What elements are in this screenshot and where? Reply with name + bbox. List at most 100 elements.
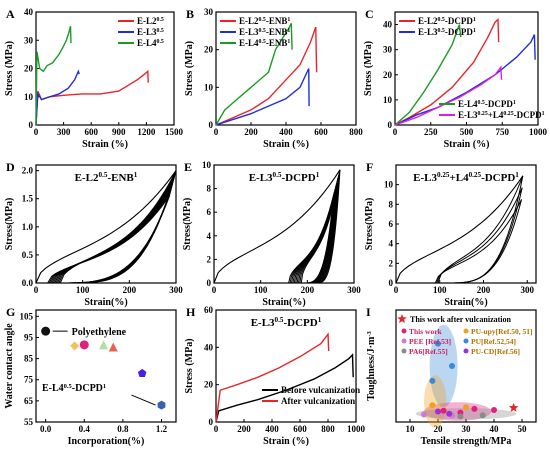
superscript: 0.5 xyxy=(64,383,73,390)
text-run: -DCPD xyxy=(281,172,315,184)
annotation-l4: E-L40.5-DCPD1 xyxy=(42,383,106,395)
series-line xyxy=(215,26,318,126)
series-line xyxy=(394,24,462,126)
legend-label: E-L40.5 xyxy=(137,38,164,48)
y-tick-label: 10 xyxy=(24,92,34,102)
y-tick-label: 20 xyxy=(383,70,393,80)
x-tick-label: 40 xyxy=(490,424,500,434)
superscript: 1 xyxy=(287,28,290,34)
superscript: 0.5 xyxy=(259,39,266,45)
x-tick-label: 0 xyxy=(394,285,399,295)
panel-b: B 0 200 400 600 800 0 10 20 30 Strain (%) Stress (M… xyxy=(184,7,363,150)
x-tick-label: 1000 xyxy=(529,127,548,137)
x-axis-label: Strain(%) xyxy=(84,297,127,308)
x-tick-label: 1500 xyxy=(165,127,184,137)
text-run: -DCPD xyxy=(72,383,103,394)
y-tick-label: 75 xyxy=(24,375,34,385)
text-run: E-L2 xyxy=(418,16,438,26)
superscript: 0.5 xyxy=(157,39,164,45)
x-tick-label: 10 xyxy=(406,424,416,434)
x-tick-label: 0 xyxy=(214,127,219,137)
legend-dot xyxy=(401,348,407,354)
superscript: 1 xyxy=(287,17,290,23)
text-run: E-L2 xyxy=(239,16,259,26)
panel-letter: C xyxy=(365,7,374,21)
x-tick-label: 0.4 xyxy=(79,424,91,434)
x-tick-label: 900 xyxy=(112,127,126,137)
y-tick-label: 0 xyxy=(29,120,34,130)
text-run: E-L3 xyxy=(137,27,157,37)
x-tick-label: 0.0 xyxy=(40,424,52,434)
scatter-point xyxy=(41,326,51,336)
panel-a: A 0 300 600 900 1200 1500 0 10 20 30 40 Strain (%) St… xyxy=(4,7,184,150)
panel-f: F 0 100 200 300 0 2 4 6 8 10 Strain(%) Stress(MPa) E-… xyxy=(364,160,537,308)
superscript: 0.5 xyxy=(478,100,485,106)
x-tick-label: 400 xyxy=(265,424,279,434)
y-axis-label: Water contact angle xyxy=(4,323,15,409)
text-run: -DCPD xyxy=(514,110,542,120)
x-axis-label: Incorporation(%) xyxy=(68,436,145,447)
y-tick-label: 0.0 xyxy=(22,278,34,288)
scatter-point xyxy=(421,411,427,418)
text-run: E-L4 xyxy=(137,38,157,48)
series-line xyxy=(35,25,72,126)
scatter-point xyxy=(108,342,118,352)
x-tick-label: 50 xyxy=(518,424,528,434)
series-line xyxy=(394,18,500,126)
y-tick-label: 30 xyxy=(204,7,214,17)
scatter-point xyxy=(471,405,478,412)
scatter-point xyxy=(70,341,80,351)
y-tick-label: 8 xyxy=(389,199,394,209)
y-tick-label: 40 xyxy=(24,7,34,17)
superscript: 1 xyxy=(473,17,476,23)
legend-dot xyxy=(463,348,469,354)
x-tick-label: 20 xyxy=(434,424,444,434)
panel-letter: A xyxy=(6,7,15,21)
scatter-point xyxy=(449,363,455,369)
y-tick-label: 30 xyxy=(24,35,34,45)
scatter-point xyxy=(99,340,109,350)
panel-letter: E xyxy=(184,160,192,174)
x-tick-label: 300 xyxy=(169,285,183,295)
scatter-point xyxy=(429,402,436,409)
series-line xyxy=(215,332,330,423)
text-run: E-L2 xyxy=(137,16,157,26)
first-loading-curve xyxy=(35,170,177,284)
panel-letter: D xyxy=(6,160,15,174)
legend-label: E-L30.5-ENB1 xyxy=(239,27,290,37)
panel-e: E 0 100 200 300 0 2 4 6 8 10 Strain(%) Stress(MPa) E-… xyxy=(182,160,361,308)
panel-title: E-L30.5-DCPD1 xyxy=(249,171,320,184)
legend-label: E-L20.5 xyxy=(137,16,164,26)
cycle-loop xyxy=(59,170,177,284)
y-tick-label: 10 xyxy=(384,180,394,190)
x-axis-label: Tensile strength/MPa xyxy=(421,436,512,447)
first-loading-curve xyxy=(395,175,524,284)
x-tick-label: 300 xyxy=(347,285,361,295)
text-run: +L4 xyxy=(488,110,504,120)
x-tick-label: 400 xyxy=(279,127,293,137)
text-run: Before vulcanization xyxy=(281,385,360,395)
y-tick-label: 10 xyxy=(383,95,393,105)
x-tick-label: 200 xyxy=(123,285,137,295)
panel-d: D 0 100 200 300 0.0 0.5 1.0 1.5 2.0 Strain(%) Stres… xyxy=(4,160,183,308)
x-tick-label: 750 xyxy=(496,127,510,137)
x-tick-label: 500 xyxy=(460,127,474,137)
star-marker xyxy=(508,402,519,412)
legend-label: E-L20.5-DCPD1 xyxy=(418,16,476,26)
y-tick-label: 0 xyxy=(389,278,394,288)
text-run: -ENB xyxy=(266,38,288,48)
legend-label: E-L20.5-ENB1 xyxy=(239,16,290,26)
series-line xyxy=(215,353,354,423)
text-run: E-L3 xyxy=(458,110,478,120)
superscript: 1 xyxy=(515,171,519,179)
superscript: 0.5 xyxy=(157,17,164,23)
text-run: After vulcanization xyxy=(281,396,355,406)
y-axis-label: Stress (MPa) xyxy=(184,41,195,96)
text-run: E-L3 xyxy=(249,172,273,184)
y-tick-label: 60 xyxy=(204,305,214,315)
scatter-point xyxy=(463,404,469,411)
annotation-polyethylene: Polyethylene xyxy=(72,327,127,338)
superscript: 1 xyxy=(513,100,516,106)
panel-h: H 0 200 400 600 800 1000 0 20 40 60 Strain (%) Stres… xyxy=(184,305,366,447)
